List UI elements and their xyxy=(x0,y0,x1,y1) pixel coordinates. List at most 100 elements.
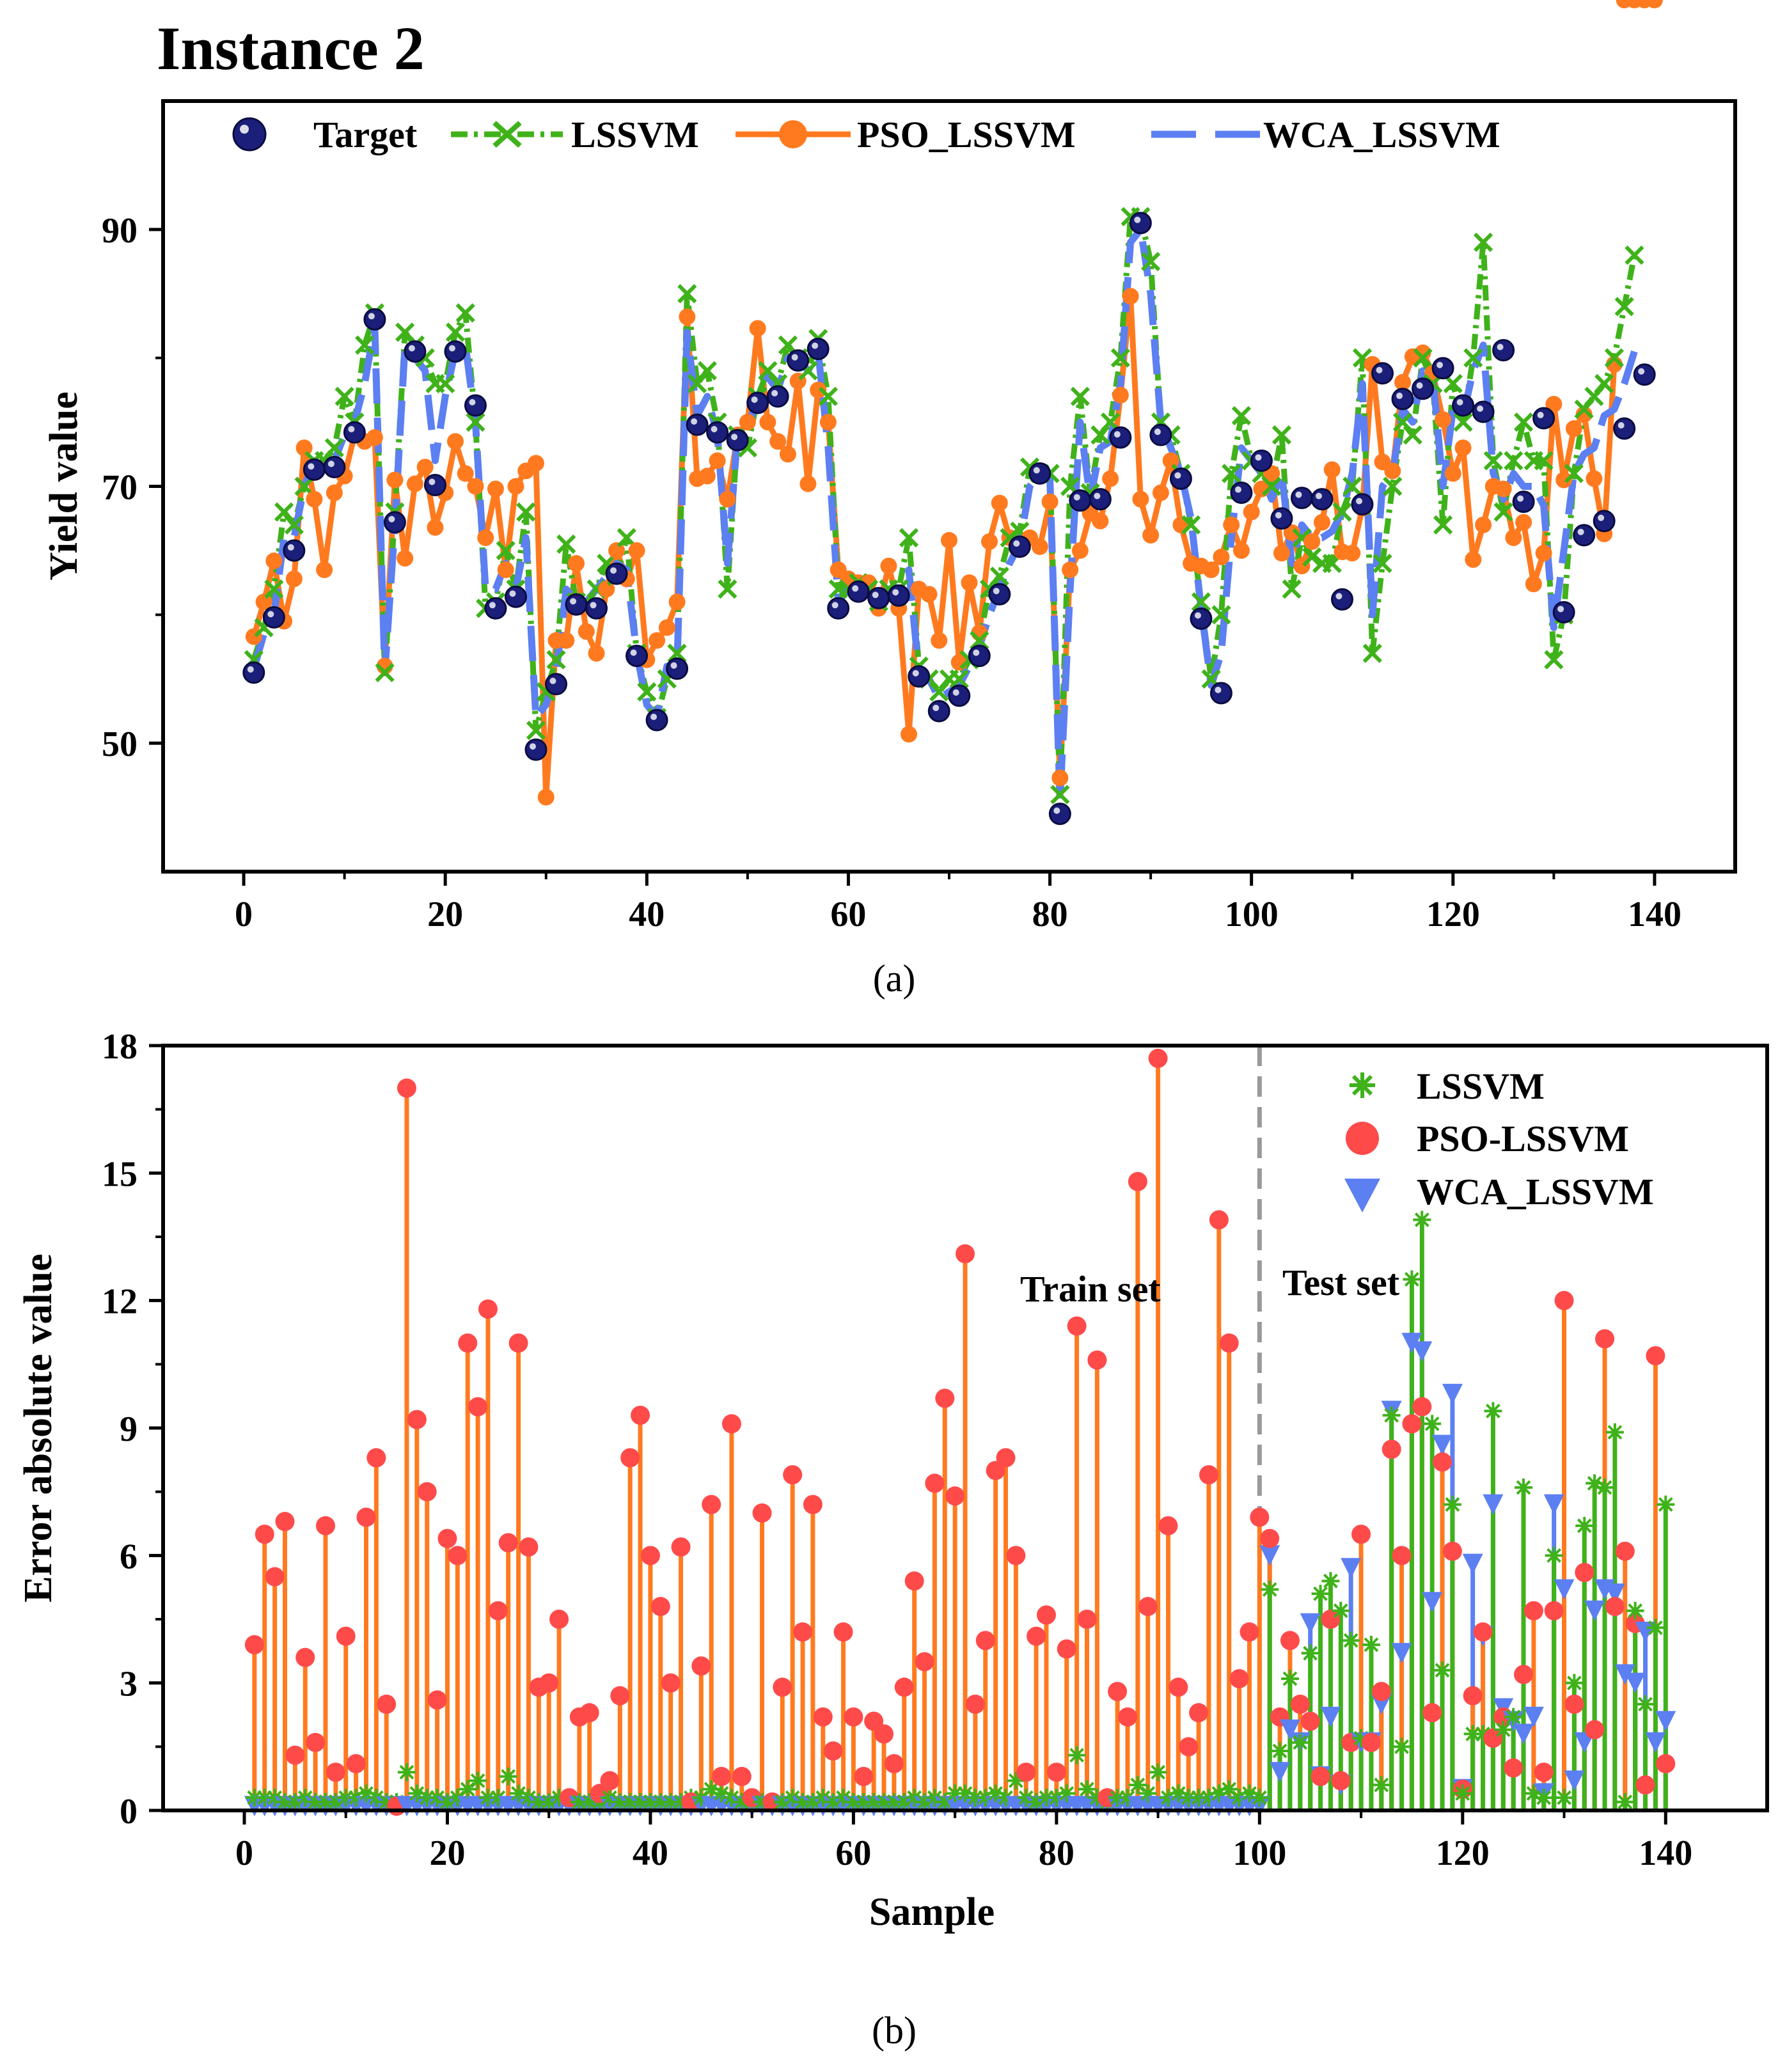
lssvm-marker xyxy=(377,1793,396,1811)
pso-lssvm-marker xyxy=(1199,1465,1218,1485)
lssvm-marker xyxy=(966,1789,984,1807)
pso-lssvm-point xyxy=(1535,544,1552,561)
lssvm-point xyxy=(1302,547,1322,567)
lssvm-point xyxy=(1584,386,1604,407)
panel-a-series-markers xyxy=(242,0,1663,826)
lssvm-marker xyxy=(936,1793,954,1811)
target-point xyxy=(323,455,346,478)
pso-lssvm-marker xyxy=(1331,1771,1351,1791)
lssvm-point xyxy=(1534,451,1554,471)
target-point xyxy=(242,661,265,684)
b-x-tick-label: 60 xyxy=(835,1833,871,1873)
lssvm-marker xyxy=(925,1789,944,1807)
pso-lssvm-marker xyxy=(650,1597,670,1617)
a-x-tick-label: 120 xyxy=(1426,895,1480,934)
lssvm-marker xyxy=(448,1789,467,1807)
lssvm-marker xyxy=(692,1789,711,1807)
pso-lssvm-marker xyxy=(996,1448,1016,1468)
lssvm-point xyxy=(1574,399,1594,420)
legend-pso-marker xyxy=(779,120,807,148)
pso-lssvm-point xyxy=(810,381,827,398)
lssvm-marker xyxy=(245,1789,264,1807)
target-point xyxy=(626,645,649,668)
target-point-highlight xyxy=(852,585,859,592)
lssvm-marker xyxy=(1311,1585,1330,1603)
b-y-tick-label: 9 xyxy=(120,1409,138,1449)
lssvm-marker xyxy=(1169,1784,1188,1803)
lssvm-marker xyxy=(316,1793,335,1811)
target-point-highlight xyxy=(1557,606,1564,613)
pso-lssvm-marker xyxy=(285,1745,305,1765)
lssvm-marker xyxy=(712,1784,731,1803)
target-point xyxy=(1613,417,1636,440)
pso-lssvm-marker xyxy=(884,1754,904,1773)
pso-lssvm-point xyxy=(1435,411,1452,428)
pso-lssvm-point xyxy=(1142,526,1160,544)
pso-lssvm-marker xyxy=(1016,1762,1036,1782)
pso-lssvm-point xyxy=(1515,514,1532,531)
pso-lssvm-point xyxy=(255,593,272,611)
lssvm-marker xyxy=(1342,1631,1360,1650)
pso-lssvm-marker xyxy=(1169,1677,1188,1697)
lssvm-point xyxy=(1362,643,1382,663)
panel-a-line-chart: 0 20 40 60 80 100 120 140 50 70 90 Target LSSVM PS… xyxy=(42,0,1737,1000)
lssvm-marker xyxy=(1138,1784,1157,1803)
lssvm-marker xyxy=(1108,1789,1127,1807)
pso-lssvm-marker xyxy=(854,1766,874,1786)
a-x-tick-label: 40 xyxy=(629,895,665,934)
lssvm-marker xyxy=(1504,1707,1523,1726)
pso-lssvm-marker xyxy=(691,1656,711,1676)
pso-lssvm-marker xyxy=(1595,1329,1615,1349)
instance-title: Instance 2 xyxy=(157,14,425,82)
pso-lssvm-point xyxy=(1152,484,1169,501)
target-point xyxy=(1532,407,1555,430)
pso-lssvm-point xyxy=(457,465,474,482)
pso-lssvm-point xyxy=(679,308,696,326)
lssvm-point xyxy=(1090,425,1110,445)
lssvm-marker xyxy=(834,1789,853,1807)
pso-lssvm-marker xyxy=(1422,1703,1442,1723)
lssvm-marker xyxy=(1027,1793,1046,1811)
lssvm-point xyxy=(1513,412,1534,432)
pso-lssvm-marker xyxy=(752,1503,772,1523)
lssvm-point xyxy=(294,476,314,496)
lssvm-marker xyxy=(357,1784,375,1803)
pso-lssvm-point xyxy=(295,439,313,457)
lssvm-marker xyxy=(915,1793,934,1811)
lssvm-marker xyxy=(1565,1674,1584,1692)
target-point-highlight xyxy=(771,389,778,396)
pso-lssvm-point xyxy=(1102,470,1119,487)
wca-lssvm-marker xyxy=(1462,1553,1483,1574)
pso-lssvm-marker xyxy=(1534,1762,1554,1782)
lssvm-point xyxy=(1463,348,1483,368)
panel-a-y-axis-title: Yield value xyxy=(42,391,86,581)
pso-lssvm-marker xyxy=(407,1409,427,1429)
legend-target-marker-highlight xyxy=(240,125,249,134)
target-point xyxy=(1593,510,1616,533)
wca-lssvm-marker xyxy=(1483,1494,1504,1515)
wca-lssvm-marker xyxy=(1391,1643,1412,1664)
lssvm-marker xyxy=(1321,1572,1340,1590)
pso-lssvm-marker xyxy=(1585,1720,1605,1739)
target-point xyxy=(766,385,789,408)
lssvm-point xyxy=(1614,297,1634,317)
pso-lssvm-point xyxy=(568,555,585,572)
pso-lssvm-marker xyxy=(1523,1601,1543,1621)
wca-lssvm-marker xyxy=(1432,1434,1453,1456)
pso-lssvm-marker xyxy=(721,1414,741,1434)
pso-lssvm-point xyxy=(1122,288,1139,305)
target-point xyxy=(1472,400,1495,423)
pso-lssvm-point xyxy=(527,455,544,472)
target-point xyxy=(1089,488,1112,511)
target-point-highlight xyxy=(1094,492,1101,499)
pso-lssvm-marker xyxy=(1311,1766,1330,1786)
lssvm-point xyxy=(818,386,838,407)
pso-lssvm-point xyxy=(406,475,423,492)
pso-lssvm-point xyxy=(1646,0,1663,8)
lssvm-marker xyxy=(1392,1738,1411,1756)
pso-lssvm-point xyxy=(497,561,514,579)
pso-lssvm-marker xyxy=(1087,1350,1107,1370)
lssvm-marker xyxy=(885,1793,903,1811)
pso-lssvm-point xyxy=(608,542,626,559)
lssvm-point xyxy=(466,412,485,432)
